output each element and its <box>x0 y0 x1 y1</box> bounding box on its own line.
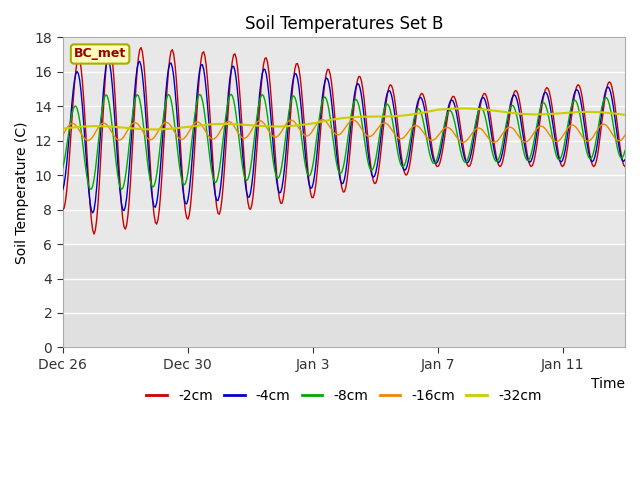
-4cm <box>452 105 460 111</box>
-4cm <box>506 102 514 108</box>
-2cm <box>59 207 67 213</box>
-2cm <box>621 164 629 169</box>
-32cm <box>451 106 458 111</box>
-32cm <box>150 127 158 132</box>
X-axis label: Time: Time <box>591 377 625 391</box>
-32cm <box>495 108 502 114</box>
-4cm <box>104 57 112 62</box>
-16cm <box>577 131 584 137</box>
Bar <box>63 37 625 244</box>
-16cm <box>506 124 514 130</box>
-8cm <box>227 91 235 97</box>
-32cm <box>59 126 67 132</box>
-32cm <box>387 113 394 119</box>
-8cm <box>102 92 109 98</box>
-4cm <box>89 210 97 216</box>
-8cm <box>577 116 584 121</box>
-4cm <box>59 187 67 193</box>
Line: -16cm: -16cm <box>63 120 625 143</box>
-2cm <box>577 87 584 93</box>
-4cm <box>495 160 502 166</box>
-8cm <box>621 148 629 154</box>
-2cm <box>103 54 111 60</box>
-8cm <box>59 165 67 171</box>
Line: -8cm: -8cm <box>63 94 625 189</box>
Text: BC_met: BC_met <box>74 48 126 60</box>
-32cm <box>577 109 584 115</box>
-2cm <box>495 162 502 168</box>
-16cm <box>102 121 109 127</box>
Legend: -2cm, -4cm, -8cm, -16cm, -32cm: -2cm, -4cm, -8cm, -16cm, -32cm <box>140 384 547 408</box>
Line: -2cm: -2cm <box>63 46 625 234</box>
-2cm <box>506 109 514 115</box>
-8cm <box>506 105 514 110</box>
-32cm <box>621 112 629 118</box>
-2cm <box>90 231 98 237</box>
Line: -32cm: -32cm <box>63 108 625 130</box>
-16cm <box>491 140 499 145</box>
-32cm <box>102 123 109 129</box>
-16cm <box>319 117 326 122</box>
Y-axis label: Soil Temperature (C): Soil Temperature (C) <box>15 121 29 264</box>
-2cm <box>106 43 113 48</box>
-4cm <box>621 157 629 163</box>
-16cm <box>59 132 67 138</box>
-16cm <box>621 132 629 138</box>
Bar <box>63 244 625 348</box>
-8cm <box>495 156 502 162</box>
-16cm <box>495 137 502 143</box>
-16cm <box>451 131 458 136</box>
-32cm <box>460 106 467 111</box>
-8cm <box>388 113 396 119</box>
Title: Soil Temperatures Set B: Soil Temperatures Set B <box>244 15 443 33</box>
-4cm <box>577 97 584 103</box>
-4cm <box>388 92 396 98</box>
-2cm <box>388 83 396 88</box>
Line: -4cm: -4cm <box>63 60 625 213</box>
-16cm <box>387 124 394 130</box>
-32cm <box>506 110 514 116</box>
-4cm <box>103 58 111 64</box>
-8cm <box>118 186 125 192</box>
-2cm <box>452 96 460 102</box>
-8cm <box>452 122 460 128</box>
